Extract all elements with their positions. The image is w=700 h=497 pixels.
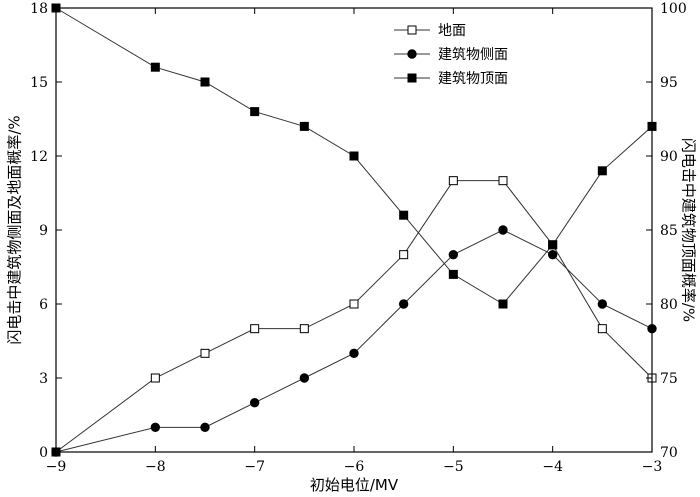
series-line-2 [55, 7, 653, 305]
y-left-tick-label: 12 [30, 149, 48, 165]
data-point-series-2 [299, 121, 309, 131]
data-point-series-1 [448, 249, 459, 260]
data-point-series-2 [498, 299, 508, 309]
y-left-tick-label: 6 [39, 297, 48, 313]
data-point-series-1 [150, 422, 161, 433]
data-point-series-2 [448, 269, 458, 279]
data-point-series-1 [547, 249, 558, 260]
data-point-series-0 [200, 348, 210, 358]
y-axis-left-title: 闪电击中建筑物侧面及地面概率/% [6, 115, 24, 344]
data-point-series-1 [349, 348, 359, 359]
y-right-tick-label: 90 [660, 149, 678, 165]
axis-tick-labels: −9 −8 −7 −6 −5 −4 −3 0 3 6 9 12 15 18 70 75 80 85 90 95 100 [30, 1, 687, 475]
data-point-series-1 [498, 225, 508, 235]
y-left-tick-label: 18 [30, 1, 48, 17]
data-point-series-0 [498, 176, 508, 186]
y-right-tick-label: 80 [660, 297, 678, 313]
data-point-series-1 [597, 299, 608, 309]
data-point-series-2 [548, 240, 558, 250]
data-point-series-0 [399, 250, 409, 260]
data-point-series-1 [299, 373, 310, 383]
x-tick-label: −5 [443, 459, 464, 475]
y-right-tick-label: 85 [660, 223, 678, 239]
data-point-series-0 [597, 324, 607, 334]
data-point-series-0 [448, 176, 458, 186]
axis-ticks [55, 7, 653, 453]
data-point-series-0 [349, 299, 359, 309]
x-tick-label: −4 [542, 459, 563, 475]
series-line-1 [55, 229, 653, 453]
x-tick-label: −3 [642, 459, 663, 475]
x-tick-label: −7 [244, 459, 265, 475]
x-axis-title: 初始电位/MV [310, 476, 399, 494]
data-point-series-2 [250, 107, 260, 117]
series-lines [55, 7, 653, 453]
data-point-series-0 [150, 373, 160, 383]
legend-marker [407, 25, 417, 35]
data-point-series-1 [398, 299, 409, 309]
data-point-series-2 [150, 62, 160, 72]
y-left-tick-label: 3 [39, 371, 48, 387]
series-markers [51, 3, 657, 457]
y-axis-right-title: 闪电击中建筑物顶面概率/% [680, 138, 698, 322]
data-point-series-1 [249, 397, 260, 408]
data-point-series-2 [349, 151, 359, 161]
legend-marker [407, 49, 417, 59]
y-right-tick-label: 95 [660, 75, 678, 91]
data-point-series-2 [399, 210, 409, 220]
y-left-tick-label: 0 [39, 445, 48, 461]
legend-label: 地面 [438, 23, 466, 39]
data-point-series-0 [250, 324, 260, 334]
series-line-0 [55, 180, 653, 453]
x-tick-label: −9 [46, 459, 67, 475]
data-point-series-0 [299, 324, 309, 334]
y-right-tick-label: 75 [660, 371, 678, 387]
y-left-tick-label: 15 [30, 75, 48, 91]
data-point-series-2 [597, 166, 607, 176]
data-point-series-2 [200, 77, 210, 87]
x-tick-label: −6 [344, 459, 365, 475]
legend-label: 建筑物顶面 [438, 71, 508, 87]
y-right-tick-label: 100 [660, 1, 687, 17]
x-tick-label: −8 [145, 459, 166, 475]
data-point-series-1 [200, 422, 210, 433]
legend-marker [407, 73, 417, 83]
y-right-tick-label: 70 [660, 445, 678, 461]
legend-label: 建筑物侧面 [438, 47, 508, 63]
y-left-tick-label: 9 [39, 223, 48, 239]
